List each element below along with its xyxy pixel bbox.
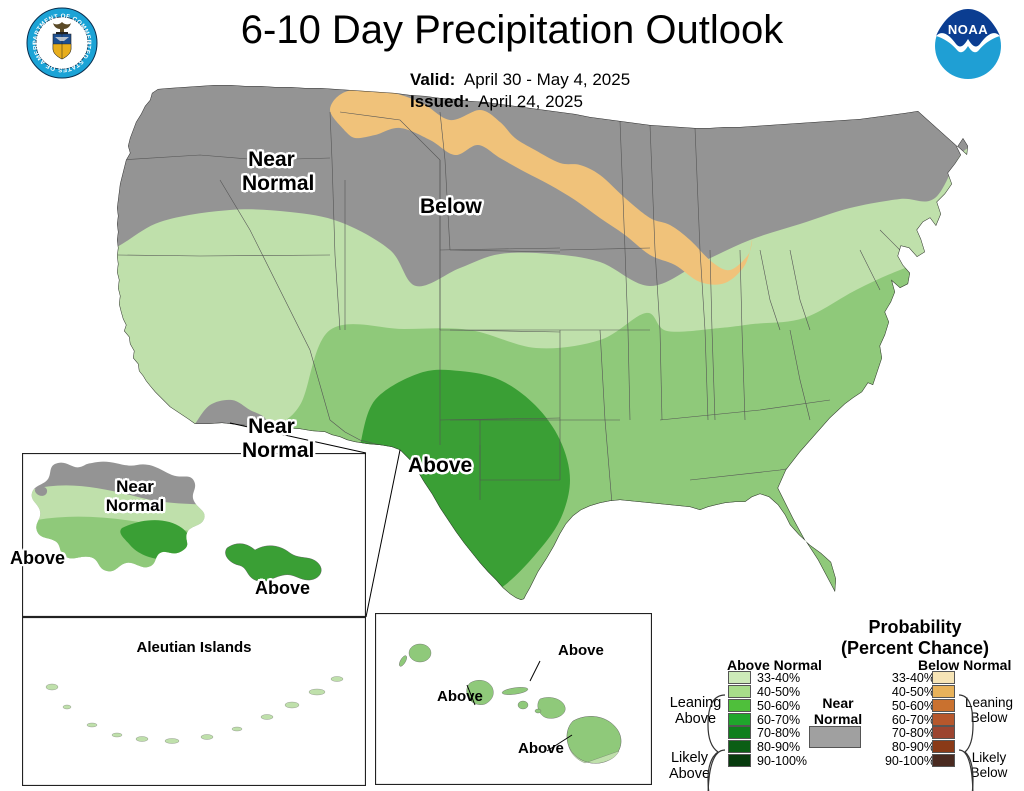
svg-text:Above: Above xyxy=(558,642,604,659)
svg-text:Above: Above xyxy=(518,740,564,757)
svg-text:Aleutian Islands: Aleutian Islands xyxy=(136,639,251,656)
svg-text:Above: Above xyxy=(437,688,483,705)
